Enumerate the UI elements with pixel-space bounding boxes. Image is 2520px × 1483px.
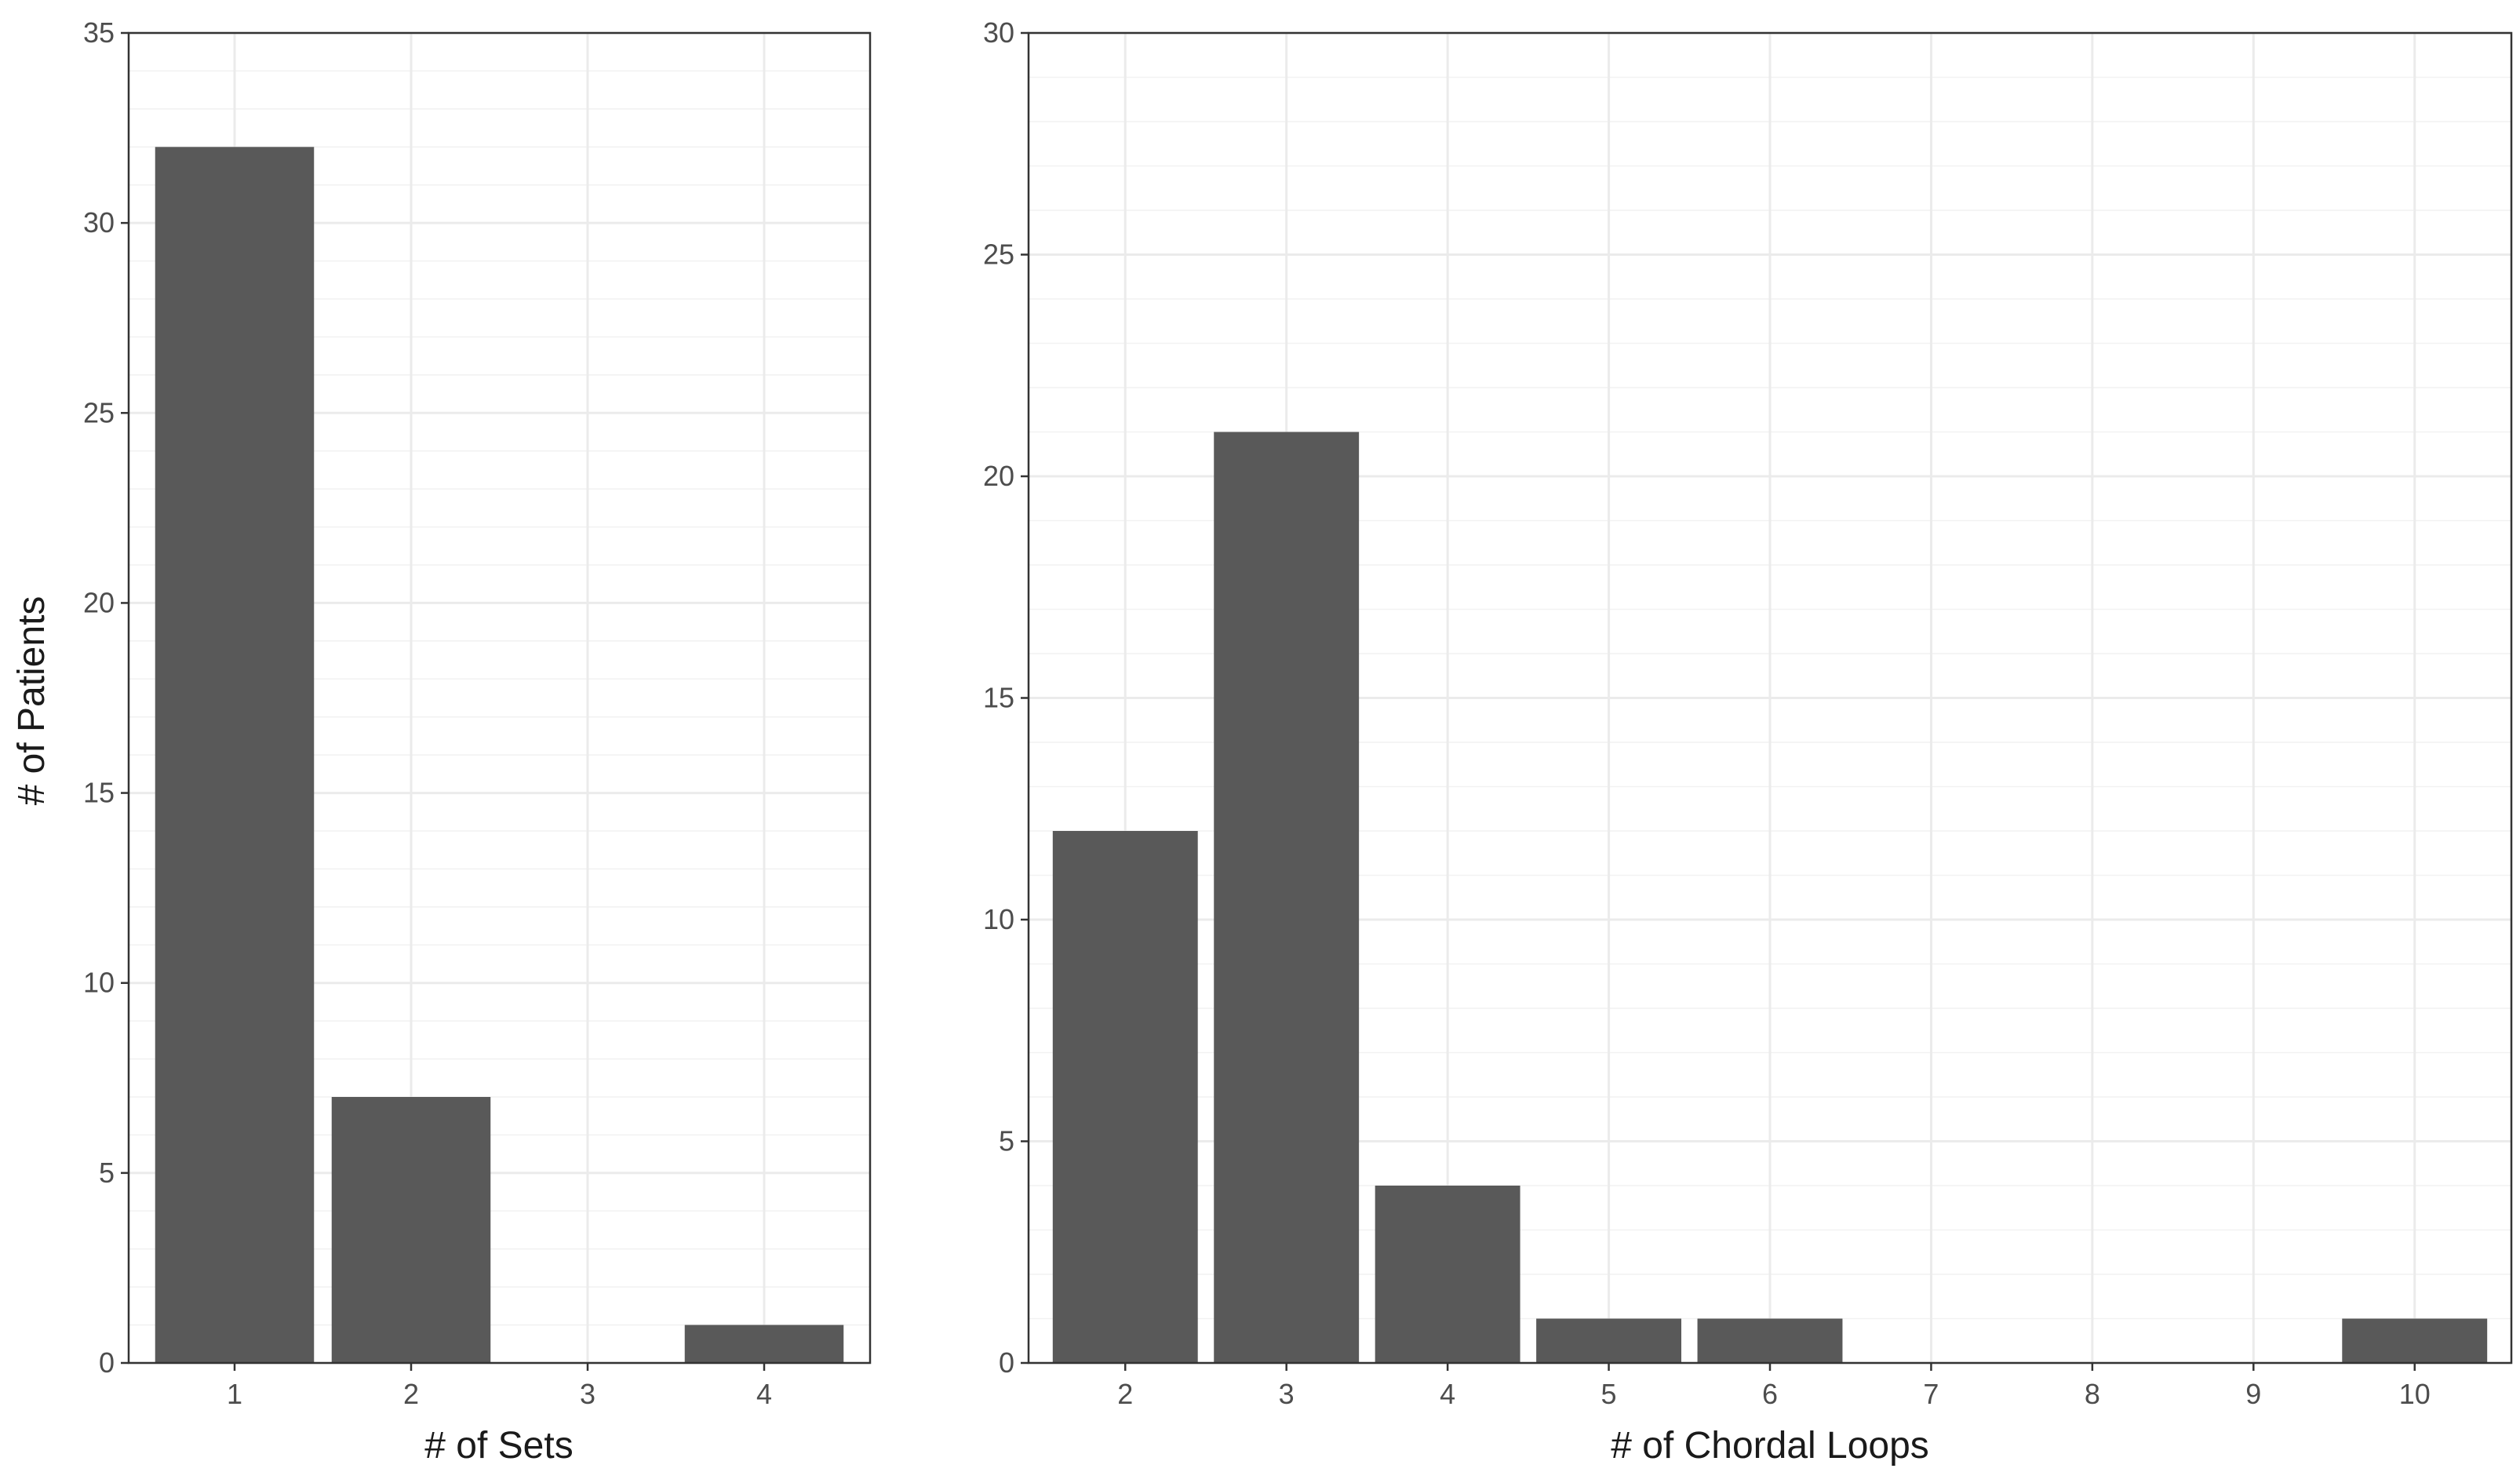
- sets-chart-x-axis-title: # of Sets: [424, 1425, 573, 1467]
- sets-chart-panel-border: [127, 31, 872, 1365]
- sets-chart-y-tick-label: 20: [83, 586, 115, 618]
- sets-chart-y-tick-label: 15: [83, 777, 115, 809]
- chordal-loops-chart-x-tick-label: 7: [1923, 1378, 1939, 1410]
- chordal-loops-chart-x-tick-label: 9: [2245, 1378, 2261, 1410]
- chordal-loops-chart-x-tick-label: 5: [1601, 1378, 1617, 1410]
- sets-chart-y-tick-label: 0: [99, 1346, 115, 1379]
- sets-chart-y-axis-title: # of Patients: [11, 596, 53, 806]
- sets-chart-x-tick-label: 4: [756, 1378, 772, 1410]
- chordal-loops-chart-y-tick-label: 0: [999, 1346, 1014, 1379]
- chordal-loops-chart-x-axis-title: # of Chordal Loops: [1611, 1425, 1929, 1467]
- chordal-loops-chart-panel: 0 5 10 15 20 25 30 2 3 4 5 6 7 8 9 10: [983, 16, 2513, 1410]
- sets-chart-bar-4: [684, 1324, 844, 1363]
- chordal-loops-chart-x-tick-label: 6: [1762, 1378, 1778, 1410]
- sets-chart-x-tick-label: 2: [403, 1378, 419, 1410]
- chordal-loops-chart-x-tick-label: 10: [2399, 1378, 2431, 1410]
- chordal-loops-chart-y-tick-label: 15: [983, 682, 1014, 714]
- chordal-loops-chart-y-tick-label: 10: [983, 903, 1014, 935]
- sets-chart-y-tick-label: 5: [99, 1157, 115, 1189]
- chordal-loops-chart-x-tick-label: 3: [1279, 1378, 1295, 1410]
- chordal-loops-chart-x-tick-label: 2: [1117, 1378, 1133, 1410]
- chordal-loops-chart-bar-5: [1536, 1318, 1682, 1363]
- sets-chart-bar-2: [331, 1097, 491, 1363]
- sets-chart-y-tick-label: 30: [83, 206, 115, 239]
- sets-chart-panel: 0 5 10 15 20 25 30 35 1 2 3 4: [83, 16, 872, 1410]
- chordal-loops-chart-bar-2: [1052, 831, 1198, 1363]
- sets-chart-y-tick-label: 10: [83, 967, 115, 999]
- sets-chart-x-tick-label: 1: [227, 1378, 242, 1410]
- chordal-loops-chart-y-tick-label: 30: [983, 16, 1014, 49]
- chordal-loops-chart-bar-10: [2342, 1318, 2488, 1363]
- sets-chart-y-tick-label: 25: [83, 396, 115, 428]
- chordal-loops-chart-x-tick-label: 8: [2085, 1378, 2100, 1410]
- sets-chart-y-tick-label: 35: [83, 16, 115, 49]
- sets-chart-bar-1: [155, 147, 315, 1363]
- chordal-loops-chart-bar-6: [1697, 1318, 1843, 1363]
- chordal-loops-chart-y-tick-label: 25: [983, 239, 1014, 271]
- chordal-loops-chart-y-tick-label: 5: [999, 1125, 1014, 1157]
- chordal-loops-chart-x-tick-label: 4: [1440, 1378, 1455, 1410]
- chordal-loops-chart-bar-3: [1214, 432, 1360, 1363]
- sets-chart-x-tick-label: 3: [580, 1378, 595, 1410]
- chordal-loops-chart-bar-4: [1375, 1186, 1520, 1363]
- chordal-loops-chart-y-tick-label: 20: [983, 460, 1014, 492]
